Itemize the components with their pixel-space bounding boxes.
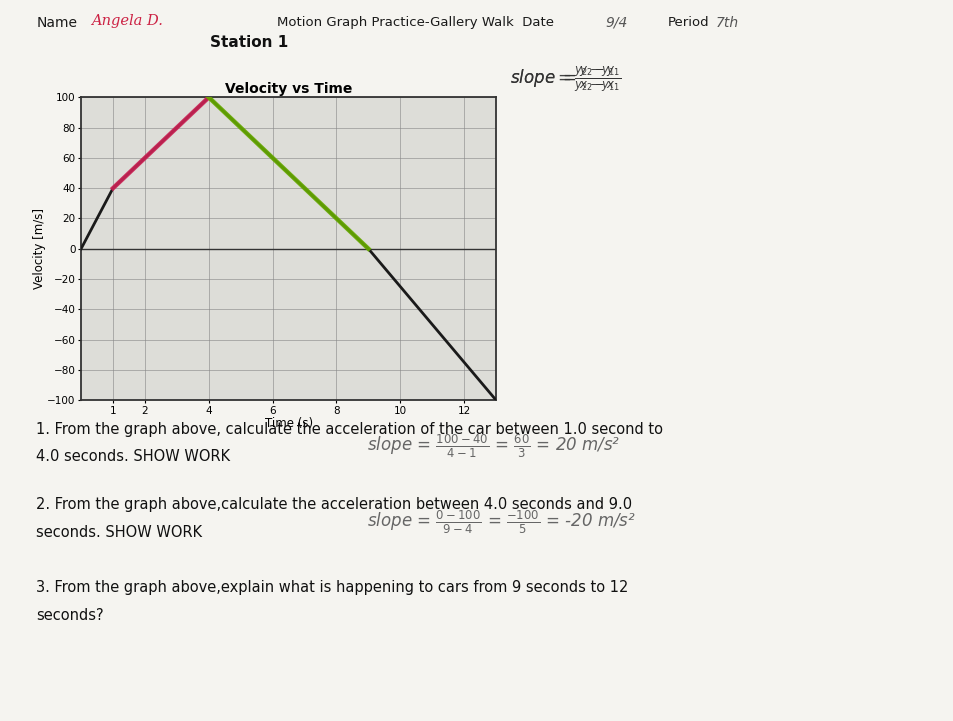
Text: Station 1: Station 1 [210, 35, 288, 50]
Text: $slope=\frac{y_2-y_1}{y_2-y_1}$: $slope=\frac{y_2-y_1}{y_2-y_1}$ [510, 65, 616, 94]
Text: Period: Period [667, 16, 709, 29]
Text: slope $= \frac{y_2 - y_1}{x_2 - x_1}$: slope $= \frac{y_2 - y_1}{x_2 - x_1}$ [510, 65, 620, 93]
X-axis label: Time (s): Time (s) [264, 417, 313, 430]
Text: Motion Graph Practice-Gallery Walk  Date: Motion Graph Practice-Gallery Walk Date [276, 16, 553, 29]
Text: 3. From the graph above,explain what is happening to cars from 9 seconds to 12: 3. From the graph above,explain what is … [36, 580, 628, 596]
Text: Name: Name [36, 16, 77, 30]
Text: seconds?: seconds? [36, 608, 104, 623]
Title: Velocity vs Time: Velocity vs Time [225, 82, 352, 96]
Text: 7th: 7th [715, 16, 738, 30]
Text: 9/4: 9/4 [605, 16, 627, 30]
Text: 2. From the graph above,calculate the acceleration between 4.0 seconds and 9.0: 2. From the graph above,calculate the ac… [36, 497, 632, 513]
Text: Angela D.: Angela D. [91, 14, 162, 28]
Y-axis label: Velocity [m/s]: Velocity [m/s] [32, 208, 46, 289]
Text: 4.0 seconds. SHOW WORK: 4.0 seconds. SHOW WORK [36, 449, 230, 464]
Text: slope = $\frac{100-40}{4-1}$ = $\frac{60}{3}$ = 20 m/s²: slope = $\frac{100-40}{4-1}$ = $\frac{60… [367, 433, 620, 460]
Text: slope = $\frac{0-100}{9-4}$ = $\frac{-100}{5}$ = -20 m/s²: slope = $\frac{0-100}{9-4}$ = $\frac{-10… [367, 508, 636, 536]
Text: 1. From the graph above, calculate the acceleration of the car between 1.0 secon: 1. From the graph above, calculate the a… [36, 422, 662, 437]
Text: seconds. SHOW WORK: seconds. SHOW WORK [36, 525, 202, 540]
